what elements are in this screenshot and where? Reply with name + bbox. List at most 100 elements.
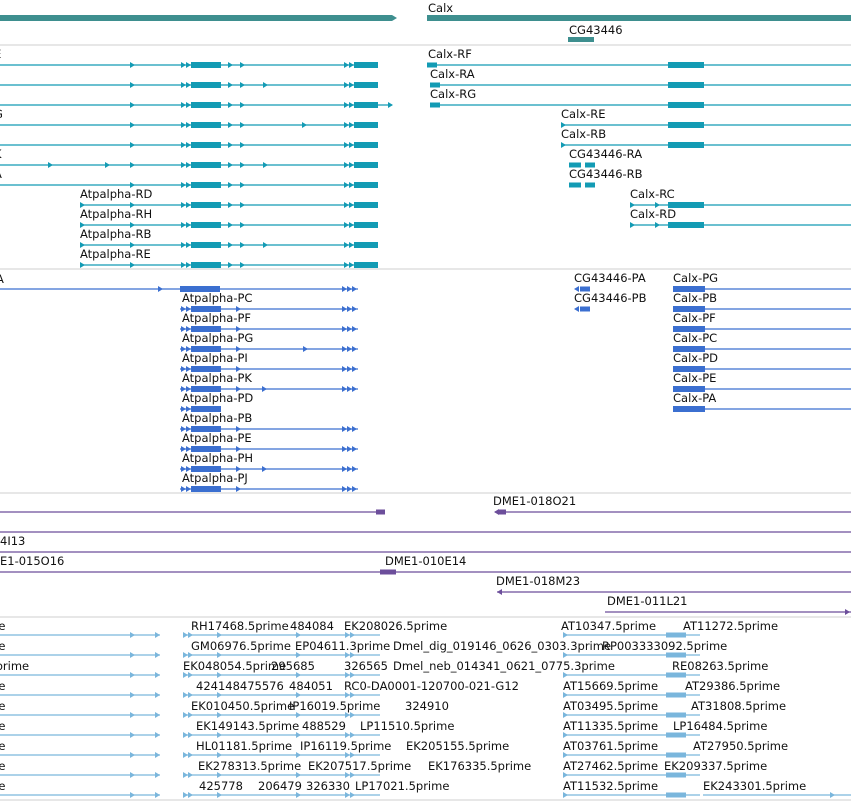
exon-block[interactable] bbox=[430, 102, 440, 108]
exon-block[interactable] bbox=[354, 162, 378, 168]
exon-block[interactable] bbox=[666, 752, 686, 758]
exon-block[interactable] bbox=[498, 509, 506, 515]
exon-block[interactable] bbox=[668, 142, 704, 148]
exon-block[interactable] bbox=[191, 102, 221, 108]
exon-block[interactable] bbox=[354, 182, 378, 188]
exon-block[interactable] bbox=[191, 346, 221, 352]
exon-arrow bbox=[181, 122, 186, 128]
exon-block[interactable] bbox=[668, 82, 704, 88]
exon-block[interactable] bbox=[191, 222, 221, 228]
exon-block[interactable] bbox=[191, 386, 221, 392]
exon-block[interactable] bbox=[585, 162, 595, 168]
exon-block[interactable] bbox=[673, 366, 705, 372]
exon-arrow bbox=[155, 692, 160, 698]
exon-arrow bbox=[155, 732, 160, 738]
exon-block[interactable] bbox=[673, 406, 705, 412]
exon-arrow bbox=[344, 102, 349, 108]
exon-block[interactable] bbox=[666, 652, 686, 658]
exon-block[interactable] bbox=[673, 346, 705, 352]
exon-block[interactable] bbox=[191, 486, 221, 492]
exon-block[interactable] bbox=[666, 672, 686, 678]
exon-block[interactable] bbox=[580, 286, 590, 292]
est-label: prime bbox=[0, 739, 6, 753]
exon-block[interactable] bbox=[666, 632, 686, 638]
exon-block[interactable] bbox=[380, 569, 396, 575]
exon-block[interactable] bbox=[666, 732, 686, 738]
exon-block[interactable] bbox=[354, 222, 378, 228]
exon-block[interactable] bbox=[191, 306, 221, 312]
exon-block[interactable] bbox=[666, 792, 686, 798]
exon-arrow bbox=[574, 306, 579, 312]
exon-block[interactable] bbox=[354, 82, 378, 88]
exon-block[interactable] bbox=[668, 122, 704, 128]
exon-arrow bbox=[302, 122, 307, 128]
exon-block[interactable] bbox=[191, 162, 221, 168]
exon-arrow bbox=[344, 162, 349, 168]
exon-block[interactable] bbox=[191, 426, 221, 432]
exon-arrow bbox=[186, 142, 191, 148]
exon-block[interactable] bbox=[354, 122, 378, 128]
exon-block[interactable] bbox=[585, 182, 595, 188]
exon-block[interactable] bbox=[569, 162, 581, 168]
exon-block[interactable] bbox=[354, 102, 378, 108]
exon-arrow bbox=[352, 306, 357, 312]
exon-arrow bbox=[155, 632, 160, 638]
exon-arrow bbox=[183, 792, 188, 798]
exon-block[interactable] bbox=[191, 366, 221, 372]
exon-block[interactable] bbox=[191, 406, 221, 412]
exon-arrow bbox=[563, 772, 568, 778]
exon-block[interactable] bbox=[427, 62, 437, 68]
exon-arrow bbox=[130, 772, 135, 778]
gene-feature-atpalpha[interactable] bbox=[0, 15, 392, 21]
exon-block[interactable] bbox=[191, 182, 221, 188]
est-label: RP003333092.5prime bbox=[602, 639, 727, 653]
exon-block[interactable] bbox=[191, 446, 221, 452]
exon-block[interactable] bbox=[376, 509, 385, 515]
exon-block[interactable] bbox=[354, 262, 378, 268]
exon-block[interactable] bbox=[673, 326, 705, 332]
exon-block[interactable] bbox=[673, 306, 705, 312]
exon-block[interactable] bbox=[191, 242, 221, 248]
exon-arrow bbox=[352, 326, 357, 332]
exon-block[interactable] bbox=[569, 182, 581, 188]
exon-block[interactable] bbox=[191, 262, 221, 268]
exon-block[interactable] bbox=[430, 82, 440, 88]
exon-block[interactable] bbox=[191, 202, 221, 208]
gene-feature-calx[interactable] bbox=[427, 15, 851, 21]
exon-block[interactable] bbox=[191, 466, 221, 472]
exon-arrow bbox=[155, 672, 160, 678]
exon-block[interactable] bbox=[191, 142, 221, 148]
exon-arrow bbox=[80, 202, 85, 208]
exon-arrow bbox=[345, 792, 350, 798]
exon-block[interactable] bbox=[673, 386, 705, 392]
exon-block[interactable] bbox=[580, 306, 590, 312]
exon-block[interactable] bbox=[668, 102, 704, 108]
exon-block[interactable] bbox=[191, 62, 221, 68]
exon-arrow bbox=[48, 162, 53, 168]
exon-block[interactable] bbox=[666, 692, 686, 698]
exon-block[interactable] bbox=[666, 712, 686, 718]
exon-arrow bbox=[130, 732, 135, 738]
exon-arrow bbox=[214, 406, 219, 412]
exon-block[interactable] bbox=[354, 142, 378, 148]
exon-block[interactable] bbox=[673, 286, 705, 292]
exon-block[interactable] bbox=[191, 122, 221, 128]
exon-block[interactable] bbox=[354, 242, 378, 248]
exon-block[interactable] bbox=[354, 202, 378, 208]
exon-block[interactable] bbox=[180, 286, 220, 292]
exon-arrow bbox=[350, 792, 355, 798]
exon-block[interactable] bbox=[666, 772, 686, 778]
exon-arrow bbox=[350, 732, 355, 738]
exon-block[interactable] bbox=[668, 62, 704, 68]
exon-block[interactable] bbox=[191, 82, 221, 88]
exon-block[interactable] bbox=[668, 222, 704, 228]
exon-arrow bbox=[186, 82, 191, 88]
exon-arrow bbox=[349, 122, 354, 128]
gene-feature-cg43446[interactable] bbox=[568, 37, 594, 42]
exon-arrow bbox=[130, 162, 135, 168]
exon-block[interactable] bbox=[354, 62, 378, 68]
exon-arrow bbox=[188, 732, 193, 738]
exon-block[interactable] bbox=[191, 326, 221, 332]
exon-arrow bbox=[130, 182, 135, 188]
exon-block[interactable] bbox=[668, 202, 704, 208]
